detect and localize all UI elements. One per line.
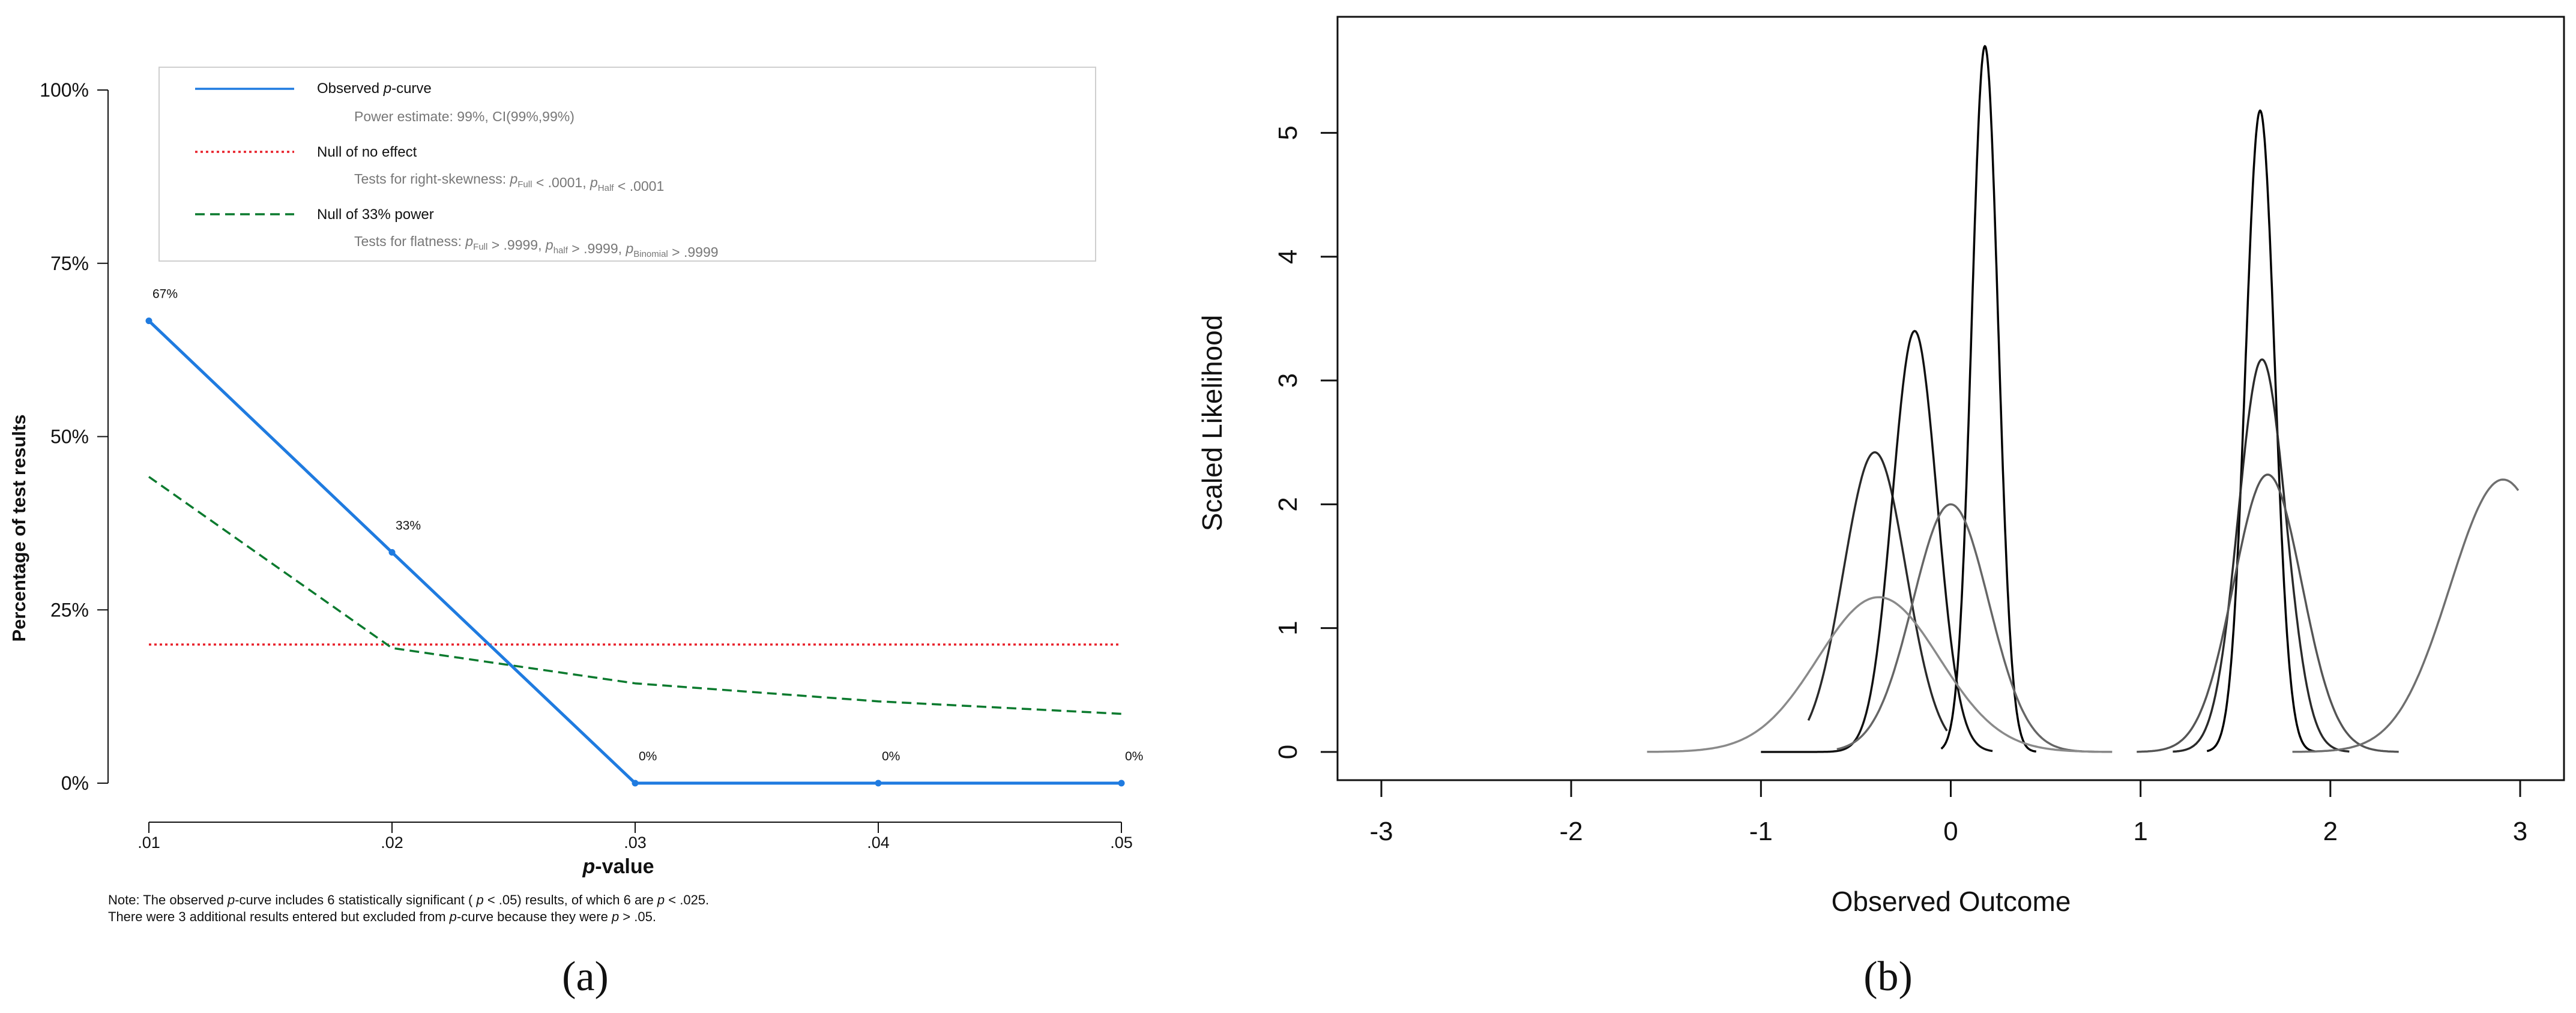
panel-a-x-tick-label: .02 xyxy=(381,834,403,852)
panel-a-y-tick-label: 75% xyxy=(50,253,89,274)
panel-b-x-axis-label: Observed Outcome xyxy=(1832,886,2071,917)
panel-b-plot-frame xyxy=(1336,16,2565,781)
panel-b-x-tick-label: 0 xyxy=(1943,817,1958,846)
panel-b-likelihood-curve-3 xyxy=(1940,44,2037,753)
panel-a-legend: Observed p-curve Power estimate: 99%, CI… xyxy=(195,80,719,260)
panel-a-observed-point xyxy=(388,549,396,556)
panel-b-y-tick-label: 2 xyxy=(1273,497,1303,511)
panel-b-likelihood-curve-2 xyxy=(1761,329,1993,753)
panel-a-y-tick-label: 0% xyxy=(61,772,89,794)
panel-b-x-axis: -3 -2 -1 0 1 2 3 xyxy=(1369,780,2527,846)
legend-sub-observed: Power estimate: 99%, CI(99%,99%) xyxy=(354,109,575,124)
panel-b-label: (b) xyxy=(1863,954,1913,1000)
panel-a-x-tick-label: .01 xyxy=(137,834,160,852)
panel-a-y-axis: 0% 25% 50% 75% 100% xyxy=(40,79,109,794)
panel-b-x-tick-label: -1 xyxy=(1749,817,1773,846)
panel-a-point-label: 0% xyxy=(1125,750,1143,763)
panel-a-series-null-of-33-power xyxy=(148,476,1122,715)
panel-a-y-tick-label: 25% xyxy=(50,599,89,621)
panel-a-point-label: 33% xyxy=(396,519,421,532)
panel-b-y-tick-label: 4 xyxy=(1273,249,1303,263)
panel-a-x-axis: .01 .02 .03 .04 .05 xyxy=(137,822,1133,852)
panel-b-likelihood-curve-8 xyxy=(2137,473,2399,753)
panel-a-y-tick-label: 100% xyxy=(40,79,89,101)
panel-b-x-tick-label: 2 xyxy=(2323,817,2338,846)
panel-a-x-axis-label: p-value xyxy=(582,855,654,878)
panel-a-points: 67% 33% 0% 0% 0% xyxy=(145,287,1143,787)
panel-a-x-tick-label: .04 xyxy=(867,834,890,852)
panel-a-observed-point xyxy=(145,317,152,325)
panel-a-series-observed-p-curve xyxy=(148,319,1121,785)
panel-a-point-label: 0% xyxy=(882,750,900,763)
panel-b-x-tick-label: 3 xyxy=(2513,817,2527,846)
panel-b-y-axis: 0 1 2 3 4 5 xyxy=(1273,125,1338,759)
panel-a-point-label: 0% xyxy=(639,750,657,763)
legend-label-null-33-power: Null of 33% power xyxy=(317,206,434,223)
panel-a-observed-point xyxy=(632,780,639,787)
legend-sub-null-no-effect: Tests for right-skewness: pFull < .0001,… xyxy=(354,171,664,194)
panel-b-y-tick-label: 5 xyxy=(1273,125,1303,140)
panel-b-x-tick-label: -3 xyxy=(1369,817,1393,846)
panel-b-likelihood-chart: 0 1 2 3 4 5 -3 -2 -1 0 1 2 3 Scaled Likelihood Obse… xyxy=(1196,16,2565,1000)
panel-b-curves xyxy=(1647,44,2520,753)
panel-b-x-tick-label: -2 xyxy=(1560,817,1583,846)
panel-a-observed-point xyxy=(1118,780,1125,787)
panel-a-y-tick-label: 50% xyxy=(50,426,89,448)
panel-a-x-tick-label: .05 xyxy=(1110,834,1133,852)
panel-a-x-tick-label: .03 xyxy=(624,834,647,852)
panel-a-note-line-1: Note: The observed p-curve includes 6 st… xyxy=(108,892,709,907)
panel-a-label: (a) xyxy=(562,954,609,1000)
panel-b-likelihood-curve-5 xyxy=(1647,596,2113,753)
panel-b-likelihood-curve-6 xyxy=(2206,109,2315,753)
legend-label-observed: Observed p-curve xyxy=(317,80,432,97)
panel-b-y-tick-label: 0 xyxy=(1273,745,1303,759)
panel-b-y-axis-label: Scaled Likelihood xyxy=(1196,315,1228,532)
panel-a-point-label: 67% xyxy=(152,287,178,301)
legend-sub-null-33-power: Tests for flatness: pFull > .9999, phalf… xyxy=(354,233,719,260)
legend-label-null-no-effect: Null of no effect xyxy=(317,144,417,160)
panel-b-likelihood-curve-7 xyxy=(2173,358,2350,753)
panel-b-likelihood-curve-1 xyxy=(1807,451,1948,732)
panel-b-y-tick-label: 3 xyxy=(1273,373,1303,388)
panel-b-likelihood-curve-9 xyxy=(2292,478,2520,753)
panel-a-pcurve-chart: 0% 25% 50% 75% 100% .01 .02 .03 .04 .05 67% 33% 0%… xyxy=(8,67,1143,1000)
panel-b-likelihood-curve-4 xyxy=(1836,503,2113,753)
panel-a-note-line-2: There were 3 additional results entered … xyxy=(108,909,656,924)
panel-a-series xyxy=(148,319,1122,785)
panel-a-legend-box xyxy=(158,67,1096,262)
panel-a-observed-point xyxy=(875,780,882,787)
panel-a-y-axis-label: Percentage of test results xyxy=(8,414,29,642)
panel-b-x-tick-label: 1 xyxy=(2133,817,2147,846)
panel-b-y-tick-label: 1 xyxy=(1273,621,1303,635)
